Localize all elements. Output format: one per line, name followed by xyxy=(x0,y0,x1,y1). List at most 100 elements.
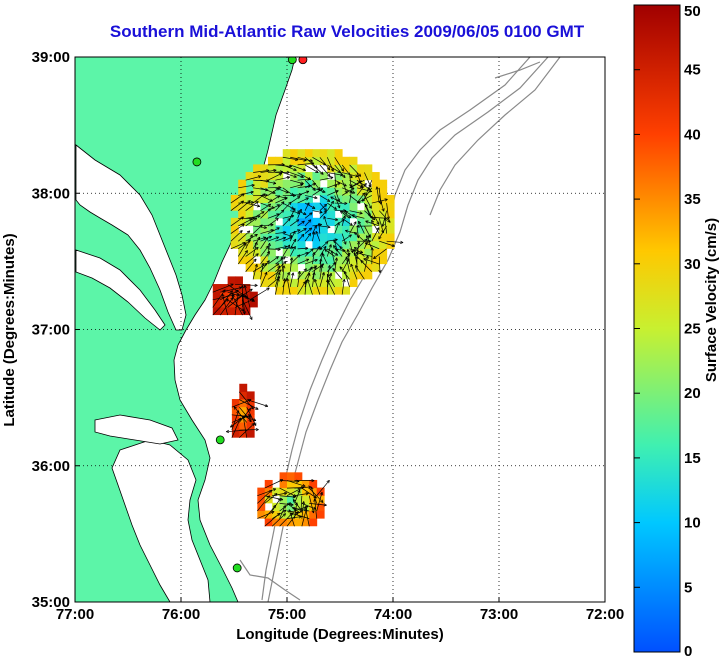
velocity-vector xyxy=(281,256,284,272)
velocity-vector xyxy=(319,265,323,280)
velocity-vector xyxy=(234,288,253,301)
velocity-vector xyxy=(267,269,282,280)
vector-head xyxy=(283,256,286,260)
velocity-cell xyxy=(245,240,254,249)
vector-head xyxy=(269,243,271,247)
vector-head xyxy=(279,173,283,176)
velocity-cell xyxy=(238,217,247,226)
velocity-cell xyxy=(239,406,248,415)
velocity-vector xyxy=(350,263,358,280)
velocity-cell xyxy=(279,487,288,496)
velocity-cell xyxy=(290,233,299,242)
velocity-cell xyxy=(227,306,236,316)
velocity-cell xyxy=(305,225,313,234)
vector-head xyxy=(325,207,327,211)
velocity-cell xyxy=(275,225,284,234)
velocity-vector xyxy=(294,486,312,489)
vector-head xyxy=(333,239,337,242)
velocity-cell xyxy=(260,248,269,257)
vector-head xyxy=(314,197,318,200)
vector-head xyxy=(240,285,243,289)
velocity-vector xyxy=(290,210,301,214)
vector-head xyxy=(365,204,368,207)
velocity-vector xyxy=(275,272,280,288)
vector-head xyxy=(388,219,391,223)
vector-head xyxy=(242,311,245,315)
velocity-vector xyxy=(257,511,275,519)
colorbar-tick-label: 10 xyxy=(684,515,701,532)
velocity-vector xyxy=(286,480,306,487)
y-axis: 35:00 36:00 37:00 38:00 39:00 xyxy=(32,49,80,611)
vector-head xyxy=(359,211,363,214)
velocity-cell xyxy=(349,248,358,257)
velocity-vector xyxy=(292,507,310,512)
velocity-cell xyxy=(319,217,328,226)
vector-head xyxy=(244,250,248,253)
x-tick-label: 76:00 xyxy=(162,606,200,623)
vector-head xyxy=(230,297,234,300)
vector-head xyxy=(273,169,277,173)
vector-head xyxy=(330,177,334,180)
vector-head xyxy=(324,249,327,253)
vector-head xyxy=(298,196,301,200)
velocity-cell xyxy=(253,164,261,173)
velocity-vector xyxy=(364,195,372,209)
vector-head xyxy=(371,219,375,223)
vector-head xyxy=(255,201,259,203)
velocity-vector xyxy=(282,156,299,161)
velocity-vector xyxy=(220,287,242,293)
vector-head xyxy=(230,424,233,428)
vector-head xyxy=(276,218,279,222)
vector-head xyxy=(268,495,270,499)
velocity-vector xyxy=(334,187,340,202)
vector-head xyxy=(347,249,350,252)
vector-head xyxy=(308,486,312,489)
velocity-vector xyxy=(282,236,293,242)
colorbar-tick-label: 40 xyxy=(684,126,701,143)
vector-head xyxy=(252,298,255,302)
velocity-cell xyxy=(267,233,276,242)
vector-head xyxy=(306,191,310,194)
velocity-vector xyxy=(356,238,368,250)
vector-head xyxy=(368,240,372,243)
vector-head xyxy=(300,184,304,187)
velocity-cell xyxy=(267,240,276,249)
vector-head xyxy=(319,210,323,213)
velocity-vector xyxy=(257,495,270,512)
velocity-cell xyxy=(319,286,328,295)
vector-head xyxy=(344,183,347,187)
velocity-vector xyxy=(239,391,254,410)
velocity-vector xyxy=(334,195,340,209)
vector-head xyxy=(334,206,337,210)
velocity-vector xyxy=(242,299,253,320)
velocity-cell xyxy=(319,172,328,181)
velocity-vector xyxy=(341,218,353,226)
velocity-cell xyxy=(316,495,325,504)
velocity-vector xyxy=(244,285,251,308)
velocity-cell xyxy=(279,472,288,481)
vector-head xyxy=(400,240,404,243)
velocity-vector xyxy=(282,265,285,280)
velocity-vector xyxy=(267,195,281,204)
vector-head xyxy=(327,226,331,229)
velocity-cell xyxy=(334,255,343,265)
vector-head xyxy=(263,237,267,240)
velocity-cell xyxy=(379,187,388,196)
velocity-vector xyxy=(312,272,315,288)
vector-head xyxy=(240,200,244,202)
vector-head xyxy=(355,174,359,177)
velocity-vector xyxy=(297,162,315,166)
velocity-vector xyxy=(289,246,296,257)
velocity-vector xyxy=(318,223,321,234)
vector-head xyxy=(308,185,311,188)
velocity-cell xyxy=(312,187,321,196)
velocity-cell xyxy=(275,187,284,196)
vector-head xyxy=(368,191,372,193)
velocity-vector xyxy=(212,294,235,301)
velocity-vector xyxy=(238,230,251,242)
vector-head xyxy=(267,208,271,210)
vector-head xyxy=(354,176,359,178)
vector-head xyxy=(362,199,366,202)
velocity-cell xyxy=(356,187,365,196)
velocity-vector xyxy=(290,184,303,189)
